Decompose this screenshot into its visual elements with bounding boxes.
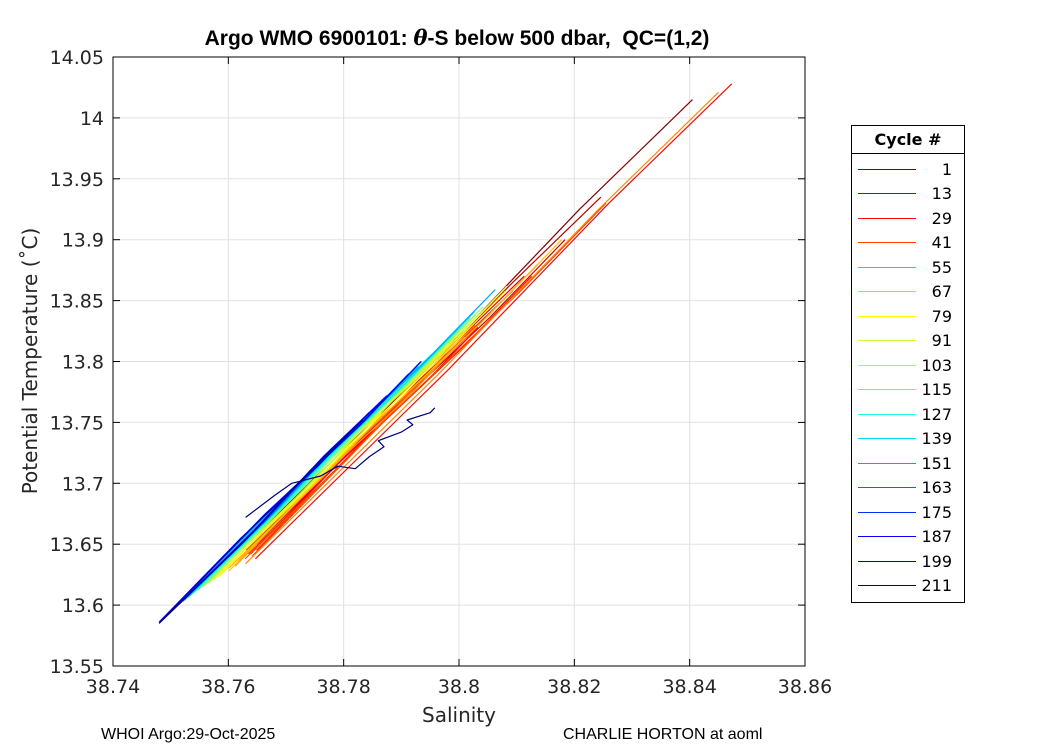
legend-label: 139 — [921, 429, 952, 449]
x-tick-label: 38.8 — [438, 676, 480, 698]
legend-line-sample — [858, 315, 916, 317]
legend-line-sample — [858, 193, 916, 195]
legend-line-sample — [858, 438, 916, 440]
legend-row-cycle-175: 175 — [852, 500, 964, 525]
legend-label: 1 — [941, 159, 952, 179]
legend-row-cycle-163: 163 — [852, 476, 964, 501]
legend-line-sample — [858, 511, 916, 513]
legend-row-cycle-139: 139 — [852, 427, 964, 452]
footer-credit-text: CHARLIE HORTON at aoml — [563, 726, 763, 743]
legend-line-sample — [858, 364, 916, 366]
legend-title: Cycle # — [852, 126, 964, 154]
x-tick-label: 38.76 — [201, 676, 255, 698]
legend-line-sample — [858, 266, 916, 268]
legend-line-sample — [858, 413, 916, 415]
legend-line-sample — [858, 487, 916, 489]
y-tick-label: 13.6 — [62, 595, 104, 617]
legend-row-cycle-151: 151 — [852, 451, 964, 476]
y-tick-label: 14.05 — [50, 47, 104, 69]
legend-line-sample — [858, 168, 916, 170]
legend-row-cycle-67: 67 — [852, 280, 964, 305]
legend-label: 163 — [921, 478, 952, 498]
series-line-cycle-29 — [254, 83, 733, 560]
legend-row-cycle-13: 13 — [852, 182, 964, 207]
plot-title-suffix: -S below 500 dbar, QC=(1,2) — [427, 27, 710, 50]
legend-row-cycle-79: 79 — [852, 304, 964, 329]
y-tick-label: 13.8 — [62, 352, 104, 374]
y-tick-label: 13.95 — [50, 169, 104, 191]
series-line-cycle-59 — [234, 336, 466, 567]
legend-line-sample — [858, 585, 916, 587]
legend-line-sample — [858, 291, 916, 293]
footer-source-text: WHOI Argo:29-Oct-2025 — [101, 726, 276, 743]
series-line-cycle-55 — [245, 91, 719, 565]
series-line-cycle-133 — [188, 353, 433, 598]
y-tick-label: 13.85 — [50, 291, 104, 313]
legend-label: 151 — [921, 453, 952, 473]
legend-label: 103 — [921, 355, 952, 375]
x-tick-label: 38.78 — [316, 676, 370, 698]
series-line-cycle-211 — [245, 407, 436, 518]
y-tick-label: 13.55 — [50, 656, 104, 678]
series-line-cycle-41 — [251, 202, 607, 557]
legend-box: Cycle # 1 13 29 41 55 67 79 91 103 115 127 139 151 16… — [851, 125, 965, 603]
legend-label: 41 — [931, 233, 952, 253]
legend-line-sample — [858, 462, 916, 464]
plot-title: Argo WMO 6900101: θ-S below 500 dbar, QC… — [205, 25, 710, 51]
legend-label: 187 — [921, 527, 952, 547]
legend-label: 115 — [921, 380, 952, 400]
legend-row-cycle-211: 211 — [852, 574, 964, 599]
y-tick-label: 13.65 — [50, 534, 104, 556]
legend-line-sample — [858, 242, 916, 244]
legend-line-sample — [858, 536, 916, 538]
legend-row-cycle-115: 115 — [852, 378, 964, 403]
legend-row-cycle-29: 29 — [852, 206, 964, 231]
legend-label: 79 — [931, 306, 952, 326]
x-tick-label: 38.86 — [778, 676, 832, 698]
legend-row-cycle-187: 187 — [852, 525, 964, 550]
legend-line-sample — [858, 560, 916, 562]
legend-label: 55 — [931, 257, 952, 277]
legend-line-sample — [858, 340, 916, 342]
legend-row-cycle-55: 55 — [852, 255, 964, 280]
legend-label: 175 — [921, 502, 952, 522]
legend-row-cycle-127: 127 — [852, 402, 964, 427]
plot-title-theta: θ — [413, 25, 428, 50]
legend-row-cycle-91: 91 — [852, 329, 964, 354]
legend-row-cycle-199: 199 — [852, 549, 964, 574]
series-line-cycle-205 — [158, 419, 364, 624]
legend-label: 67 — [931, 282, 952, 302]
series-line-cycle-85 — [213, 305, 489, 580]
legend-label: 127 — [921, 404, 952, 424]
legend-row-cycle-41: 41 — [852, 231, 964, 256]
legend-line-sample — [858, 217, 916, 219]
y-tick-label: 13.75 — [50, 412, 104, 434]
y-tick-label: 13.7 — [62, 473, 104, 495]
legend-label: 91 — [931, 331, 952, 351]
x-tick-label: 38.84 — [662, 676, 716, 698]
legend-row-cycle-1: 1 — [852, 157, 964, 182]
legend-row-cycle-103: 103 — [852, 353, 964, 378]
series-line-cycle-67 — [228, 239, 563, 572]
legend-label: 13 — [931, 184, 952, 204]
x-axis-label: Salinity — [422, 703, 496, 727]
legend-label: 199 — [921, 551, 952, 571]
x-tick-label: 38.74 — [86, 676, 140, 698]
legend-line-sample — [858, 389, 916, 391]
y-tick-label: 14 — [80, 108, 104, 130]
x-tick-label: 38.82 — [547, 676, 601, 698]
y-tick-label: 13.9 — [62, 230, 104, 252]
legend-label: 29 — [931, 208, 952, 228]
plot-title-prefix: Argo WMO 6900101: — [204, 27, 414, 50]
y-axis-label: Potential Temperature (˚C) — [18, 227, 42, 495]
legend-rows: 1 13 29 41 55 67 79 91 103 115 127 139 151 163 175 187 1… — [852, 154, 964, 602]
legend-label: 211 — [921, 576, 952, 596]
